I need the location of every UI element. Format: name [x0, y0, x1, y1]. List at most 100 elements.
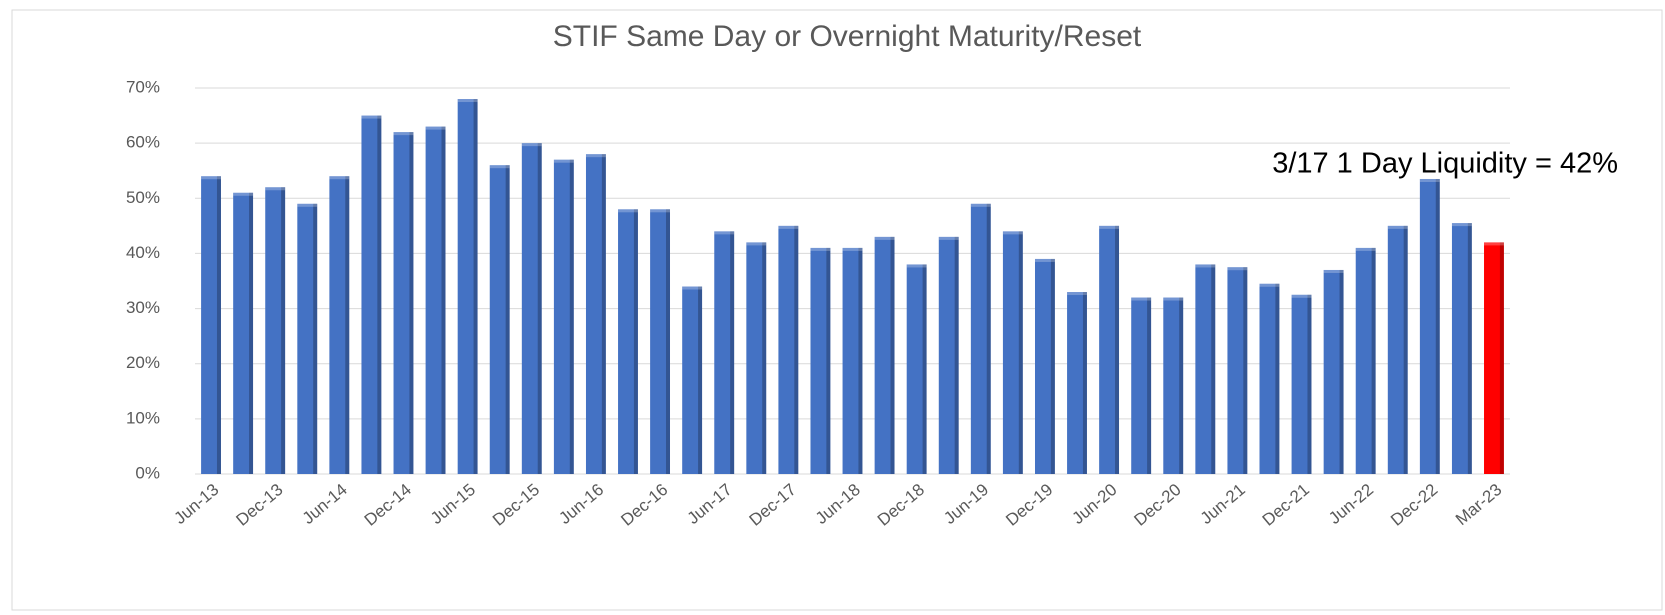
- bar: [682, 286, 703, 474]
- bar: [585, 154, 606, 474]
- bar-shade: [1339, 269, 1344, 474]
- bar-shade: [858, 247, 863, 474]
- bar-shade: [1499, 242, 1504, 474]
- bar-shade: [1403, 225, 1408, 474]
- bar-top: [425, 126, 446, 130]
- y-tick-label: 40%: [126, 243, 160, 262]
- x-tick-label: Jun-16: [555, 480, 607, 528]
- bar-top: [970, 203, 991, 207]
- bar-shade: [1179, 297, 1184, 474]
- bar-top: [714, 231, 735, 235]
- bar: [1034, 258, 1055, 474]
- bar-shade: [666, 209, 671, 475]
- bar: [938, 236, 959, 474]
- x-tick-label: Jun-22: [1325, 480, 1377, 528]
- chart-title: STIF Same Day or Overnight Maturity/Rese…: [553, 20, 1142, 53]
- y-tick-label: 70%: [126, 77, 160, 96]
- bar-shade: [922, 264, 927, 474]
- bar-top: [1484, 242, 1504, 246]
- bar-top: [553, 159, 574, 163]
- bar-shade: [1371, 247, 1376, 474]
- bar-shade: [313, 203, 318, 475]
- bar: [1259, 283, 1280, 474]
- bar-shade: [377, 115, 382, 475]
- bar-top: [329, 176, 350, 180]
- bar-top: [1067, 292, 1087, 296]
- bar-top: [201, 176, 221, 180]
- bar-top: [297, 203, 318, 207]
- x-tick-label: Jun-14: [299, 480, 351, 528]
- bar-shade: [762, 242, 767, 474]
- bar: [1002, 231, 1023, 474]
- bar: [297, 203, 318, 475]
- bar: [1355, 247, 1376, 474]
- bar-top: [1131, 297, 1152, 301]
- bar-shade: [1275, 283, 1280, 474]
- bar: [650, 209, 671, 475]
- x-tick-label: Jun-17: [684, 480, 736, 528]
- bar: [1195, 264, 1216, 474]
- bar-top: [1163, 297, 1184, 301]
- bar-shade: [1082, 292, 1087, 474]
- bar-shade: [1435, 178, 1440, 474]
- bar: [1419, 178, 1440, 474]
- bar-top: [1291, 294, 1312, 298]
- y-tick-label: 60%: [126, 133, 160, 152]
- bar-top: [1099, 225, 1120, 229]
- x-tick-label: Dec-22: [1387, 480, 1441, 530]
- bar-top: [682, 286, 703, 290]
- bar: [329, 176, 350, 474]
- bar-shade: [730, 231, 735, 474]
- y-tick-label: 0%: [135, 463, 160, 482]
- bar-shade: [281, 187, 286, 474]
- bar-top: [906, 264, 927, 268]
- bar-shade: [473, 99, 478, 475]
- bar: [361, 115, 382, 475]
- x-tick-label: Jun-18: [812, 480, 864, 528]
- bar-shade: [537, 143, 542, 474]
- bar-top: [810, 247, 831, 251]
- x-tick-label: Dec-14: [361, 480, 415, 530]
- bar-top: [842, 247, 863, 251]
- bar-shade: [441, 126, 446, 474]
- bar-top: [393, 132, 414, 136]
- bar-shade: [1211, 264, 1216, 474]
- y-tick-label: 20%: [126, 353, 160, 372]
- bar-shade: [890, 236, 895, 474]
- bar-top: [1259, 283, 1280, 287]
- bar-top: [1387, 225, 1408, 229]
- x-tick-label: Dec-20: [1130, 480, 1184, 530]
- bar: [1323, 269, 1344, 474]
- chart-border: [11, 9, 1663, 611]
- bar-top: [1002, 231, 1023, 235]
- bar-shade: [698, 286, 703, 474]
- bar: [457, 99, 478, 475]
- bar-shade: [345, 176, 350, 474]
- bar-top: [938, 236, 959, 240]
- bar-shade: [633, 209, 638, 475]
- bar-top: [489, 165, 510, 169]
- bar-shade: [409, 132, 414, 474]
- bar-top: [1034, 258, 1055, 262]
- bar-top: [1355, 247, 1376, 251]
- bar-top: [650, 209, 671, 213]
- bar: [842, 247, 863, 474]
- bar: [425, 126, 446, 474]
- bar-shade: [1018, 231, 1023, 474]
- bar-top: [1323, 269, 1344, 273]
- bar: [906, 264, 927, 474]
- bar-shade: [826, 247, 831, 474]
- bar-top: [457, 99, 478, 103]
- bar-top: [1451, 223, 1472, 227]
- bar-top: [1195, 264, 1216, 268]
- bar: [233, 192, 254, 474]
- x-tick-label: Dec-19: [1002, 480, 1056, 530]
- bar: [778, 225, 799, 474]
- x-tick-label: Jun-13: [170, 480, 222, 528]
- annotation: 3/17 1 Day Liquidity = 42%: [1272, 148, 1618, 180]
- bar-shade: [986, 203, 991, 475]
- bar: [874, 236, 895, 474]
- x-tick-label: Jun-19: [940, 480, 992, 528]
- x-tick-label: Dec-16: [617, 480, 671, 530]
- bar-shade: [505, 165, 510, 474]
